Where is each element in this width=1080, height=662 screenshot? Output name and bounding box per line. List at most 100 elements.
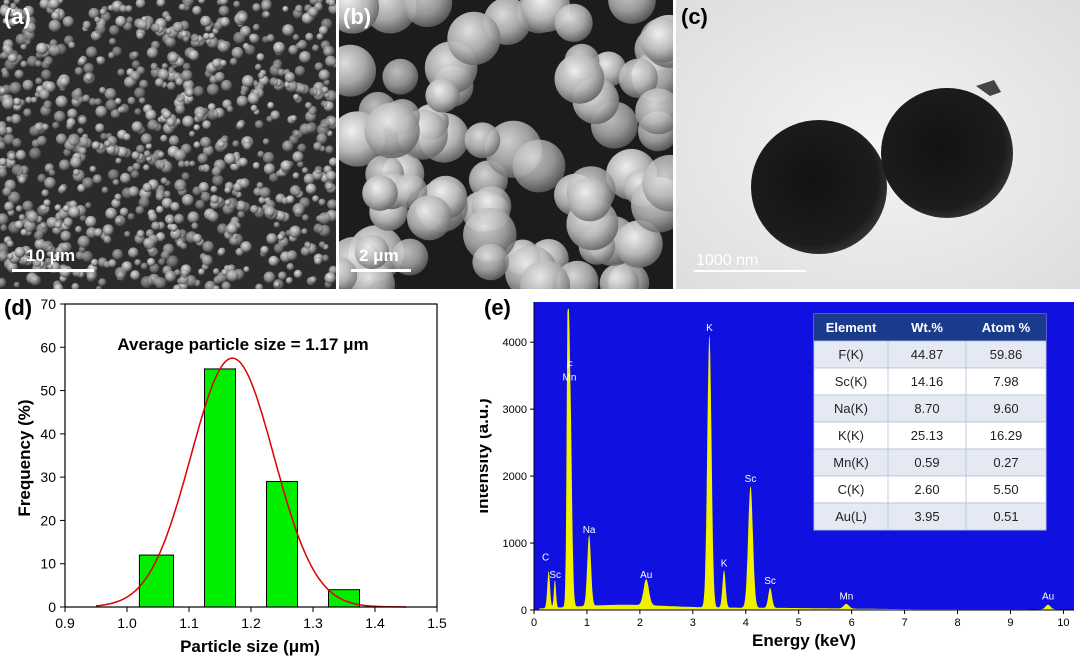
sem-particle [160, 134, 168, 143]
sem-particle [309, 87, 318, 96]
sem-particle [264, 11, 270, 18]
sem-particle [297, 143, 307, 153]
sem-particle [104, 88, 117, 100]
sem-particle [26, 211, 39, 223]
sem-particle [22, 200, 34, 212]
sem-particle [212, 268, 220, 275]
sem-particle [249, 33, 260, 44]
sem-particle [74, 67, 84, 76]
scale-bar-label-c: 1000 nm [696, 252, 759, 269]
sem-particle [226, 105, 234, 113]
table-cell: K(K) [838, 428, 864, 443]
sem-particle [10, 113, 22, 125]
y-tick-label-e: 2000 [503, 471, 527, 483]
sem-particle [29, 147, 42, 160]
sem-particle [131, 60, 141, 69]
sem-particle [77, 235, 91, 248]
y-tick-label-d: 30 [40, 469, 56, 485]
sem-particle [48, 0, 60, 9]
sem-particle [200, 15, 212, 27]
sem-particle [280, 160, 292, 172]
sem-particle [127, 165, 135, 173]
sem-particle [99, 86, 107, 94]
sem-particle [48, 44, 61, 57]
y-tick-label-d: 10 [40, 556, 56, 572]
sem-particle [101, 186, 109, 194]
sem-particle [273, 41, 286, 54]
sem-particle [200, 191, 211, 203]
sem-particle [0, 87, 7, 95]
sem-particle [147, 119, 159, 131]
eds-peak-label: Sc [745, 474, 757, 485]
sem-particle [0, 157, 7, 167]
sem-particle [463, 208, 517, 262]
sem-particle [33, 230, 44, 241]
sem-particle [10, 2, 17, 10]
sem-particle [202, 120, 212, 130]
sem-particle [512, 139, 566, 193]
sem-particle [58, 159, 71, 171]
sem-particle [105, 99, 118, 111]
sem-particle [176, 93, 185, 103]
sem-particle [30, 275, 41, 286]
sem-particle [202, 240, 214, 253]
sem-particle [321, 86, 329, 94]
sem-particle [231, 46, 244, 59]
sem-particle [192, 233, 203, 243]
sem-particle [324, 181, 334, 191]
sem-particle [130, 270, 141, 281]
sem-particle [243, 141, 252, 151]
sem-particle [115, 217, 123, 224]
sem-particle [20, 228, 28, 236]
sem-particle [18, 214, 26, 221]
sem-particle [85, 215, 97, 228]
sem-particle [112, 46, 122, 57]
sem-particle [78, 57, 87, 66]
sem-particle [192, 5, 202, 16]
sem-particle [55, 95, 68, 108]
sem-particle [305, 102, 312, 109]
sem-image-low-mag [0, 0, 336, 289]
sem-particle [266, 34, 275, 43]
x-tick-label-d: 1.5 [427, 615, 447, 631]
sem-particle [302, 214, 309, 222]
sem-particle [85, 46, 98, 58]
sem-particle [221, 268, 229, 276]
sem-particle [123, 133, 131, 141]
sem-particle [8, 191, 21, 204]
sem-particle [618, 58, 658, 98]
sem-particle [95, 285, 102, 289]
sem-particle [221, 135, 229, 143]
table-cell: Au(L) [835, 509, 867, 524]
sem-particle [180, 30, 188, 38]
sem-particle [262, 138, 270, 145]
sem-particle [270, 110, 281, 120]
sem-particle [233, 31, 246, 44]
table-cell: 25.13 [911, 428, 944, 443]
sem-particle [119, 207, 129, 217]
sem-particle [66, 122, 74, 130]
sem-particle [138, 197, 150, 208]
sem-particle [275, 210, 286, 222]
sem-particle [193, 141, 201, 149]
sem-particle [44, 81, 56, 93]
sem-particle [4, 201, 15, 212]
sem-particle [166, 255, 179, 268]
sem-particle [391, 238, 429, 276]
sem-particle [155, 159, 166, 170]
sem-particle [211, 58, 222, 69]
sem-particle [114, 266, 127, 280]
table-cell: Na(K) [834, 401, 868, 416]
sem-particle [0, 213, 9, 226]
sem-particle [292, 34, 300, 41]
sem-particle [567, 177, 612, 222]
sem-particle [182, 62, 191, 71]
y-tick-label-d: 70 [40, 296, 56, 312]
sem-particle [191, 222, 199, 230]
table-cell: F(K) [838, 347, 863, 362]
table-row [813, 367, 1047, 396]
sem-particle [134, 87, 146, 99]
sem-particle [224, 153, 236, 165]
sem-particle [266, 233, 278, 245]
sem-particle [145, 143, 153, 150]
